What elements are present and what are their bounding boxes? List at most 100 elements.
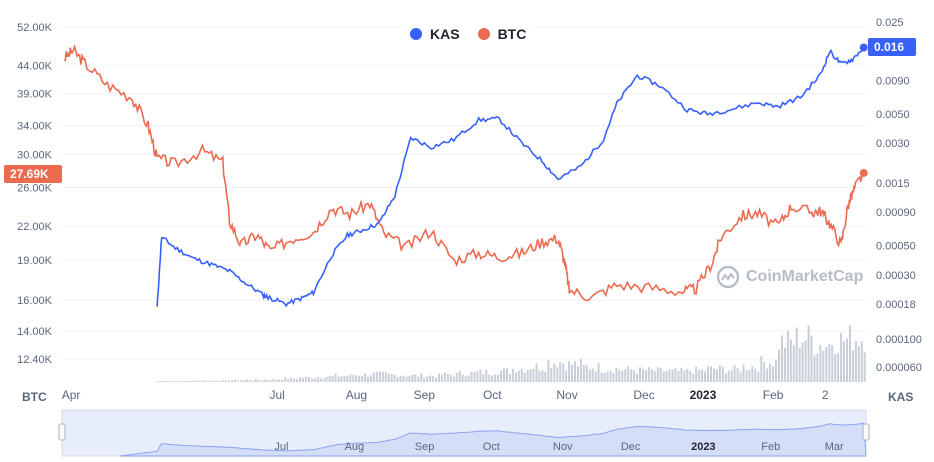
volume-bar — [707, 366, 709, 382]
volume-bar — [733, 365, 736, 382]
volume-bar — [769, 363, 772, 382]
range-navigator[interactable]: Jul Aug Sep Oct Nov Dec 2023 Feb Mar — [58, 409, 870, 457]
volume-bar — [171, 381, 174, 382]
volume-bar — [775, 359, 777, 382]
navigator-label: Oct — [483, 441, 500, 453]
btc-legend-dot — [477, 28, 490, 40]
volume-bar — [834, 354, 837, 382]
volume-bar — [683, 370, 686, 382]
kas-tick-label: 0.0050 — [876, 109, 910, 121]
kas-axis-labels: 0.025 0.0090 0.0050 0.0030 0.0015 0.00090 0.00… — [876, 17, 922, 374]
volume-bar — [541, 370, 544, 382]
volume-bar — [807, 325, 810, 382]
volume-bar — [266, 379, 269, 382]
navigator-handle-left[interactable] — [58, 423, 66, 441]
volume-bar — [588, 369, 591, 382]
volume-bar — [290, 377, 293, 382]
volume-bar — [337, 376, 340, 382]
volume-bar — [225, 380, 228, 382]
volume-bar — [754, 368, 757, 382]
volume-bar — [491, 375, 494, 382]
navigator-label: Aug — [345, 441, 365, 453]
btc-price-tag: 27.69K — [4, 165, 62, 183]
volume-bar — [399, 375, 402, 382]
volume-bar — [585, 365, 588, 382]
time-tick-label: Oct — [483, 388, 502, 402]
volume-bar — [597, 362, 600, 382]
kas-tick-label: 0.000060 — [876, 362, 922, 374]
navigator-label: Mar — [825, 441, 844, 453]
volume-bar — [461, 374, 464, 382]
volume-bar — [435, 377, 437, 382]
volume-bars — [157, 325, 866, 382]
volume-bar — [689, 371, 692, 382]
volume-bar — [473, 371, 476, 382]
navigator-label: Dec — [621, 441, 641, 453]
volume-bar — [535, 363, 538, 382]
legend-item-kas[interactable]: KAS — [410, 26, 460, 42]
volume-bar — [745, 370, 748, 382]
volume-bar — [307, 377, 310, 382]
legend-label-btc: BTC — [497, 26, 527, 42]
volume-bar — [455, 372, 458, 382]
volume-bar — [500, 370, 503, 382]
volume-bar — [656, 367, 659, 382]
kas-tick-label: 0.0015 — [876, 178, 910, 190]
volume-bar — [346, 376, 349, 382]
volume-bar — [396, 377, 399, 382]
volume-bar — [695, 366, 698, 382]
volume-bar — [198, 380, 201, 382]
volume-bar — [157, 381, 160, 382]
volume-bar — [278, 379, 281, 382]
watermark-text: CoinMarketCap — [746, 268, 864, 285]
volume-bar — [446, 374, 449, 382]
volume-bar — [609, 370, 612, 382]
volume-bar — [562, 363, 565, 382]
volume-bar — [361, 376, 364, 382]
volume-bar — [340, 376, 343, 382]
navigator-handle-right[interactable] — [862, 423, 870, 441]
volume-bar — [618, 370, 621, 382]
volume-bar — [633, 370, 636, 382]
time-tick-label: Dec — [633, 388, 654, 402]
volume-bar — [742, 364, 745, 382]
volume-bar — [242, 380, 245, 382]
volume-bar — [213, 380, 216, 382]
volume-bar — [488, 374, 491, 382]
coinmarketcap-logo-icon — [716, 265, 740, 289]
volume-bar — [574, 361, 576, 382]
volume-bar — [645, 370, 647, 382]
volume-bar — [287, 379, 290, 382]
volume-bar — [269, 380, 272, 382]
volume-bar — [553, 363, 556, 382]
volume-bar — [692, 374, 695, 382]
volume-bar — [476, 371, 479, 382]
volume-bar — [322, 378, 325, 382]
volume-bar — [659, 367, 662, 382]
volume-bar — [783, 347, 786, 382]
volume-bar — [792, 345, 795, 382]
btc-tick-label: 39.00K — [17, 89, 53, 101]
volume-bar — [387, 373, 390, 382]
volume-bar — [470, 371, 473, 382]
volume-bar — [207, 381, 210, 382]
volume-bar — [364, 373, 367, 382]
volume-bar — [526, 370, 529, 382]
volume-bar — [429, 375, 432, 382]
btc-tick-label: 26.00K — [17, 183, 53, 195]
volume-bar — [417, 376, 420, 382]
time-tick-label: 2023 — [690, 388, 717, 402]
volume-bar — [671, 369, 674, 382]
volume-bar — [591, 368, 594, 382]
volume-bar — [825, 347, 828, 382]
volume-bar — [662, 371, 665, 382]
legend-item-btc[interactable]: BTC — [477, 26, 527, 42]
volume-bar — [751, 366, 754, 382]
volume-bar — [452, 376, 455, 382]
volume-bar — [402, 375, 405, 382]
volume-bar — [748, 369, 751, 382]
volume-bar — [440, 374, 443, 382]
volume-bar — [520, 368, 523, 382]
volume-bar — [494, 374, 497, 382]
volume-bar — [506, 368, 508, 382]
